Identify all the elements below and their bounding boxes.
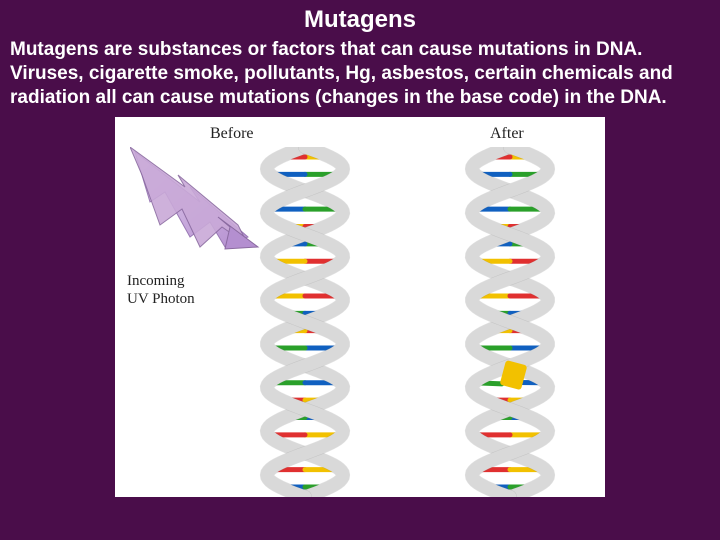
- slide-title: Mutagens: [10, 6, 710, 34]
- uv-photon-arrow-icon: [130, 147, 260, 257]
- slide: Mutagens Mutagens are substances or fact…: [0, 0, 720, 540]
- slide-body-text: Mutagens are substances or factors that …: [10, 38, 710, 109]
- dna-figure: Before After Incoming UV Photon: [115, 117, 605, 497]
- before-label: Before: [210, 125, 254, 143]
- dna-helix-before: [245, 147, 365, 497]
- dna-helix-after: [450, 147, 570, 497]
- uv-photon-caption: Incoming UV Photon: [127, 272, 195, 308]
- after-label: After: [490, 125, 524, 143]
